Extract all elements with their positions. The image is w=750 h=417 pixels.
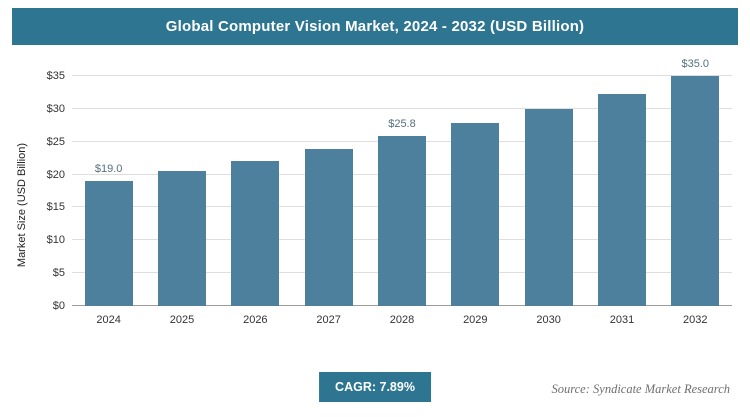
page-title: Global Computer Vision Market, 2024 - 20… [165, 18, 585, 35]
y-tick-label: $20 [46, 168, 65, 181]
x-tick-label: 2032 [683, 314, 708, 326]
chart-inner: Market Size (USD Billion) $0 $5 $10 $15 $20 $… [12, 56, 732, 334]
gridline [72, 75, 732, 76]
x-tick-label: 2030 [536, 314, 561, 326]
bar-2026 [231, 160, 280, 306]
x-tick-label: 2024 [96, 314, 121, 326]
bar-2028: $25.8 [377, 118, 426, 306]
bar-2025 [157, 171, 206, 306]
y-tick-label: $25 [46, 135, 65, 148]
plot-column: $19.0 $25.8 $35.0 2024 2025 2026 2027 2028 2029… [72, 56, 732, 334]
bar-2029 [451, 123, 500, 306]
bar-slot [219, 76, 292, 306]
bars-row: $19.0 $25.8 $35.0 [72, 58, 732, 306]
bar-slot [292, 76, 365, 306]
bar-slot: $25.8 [365, 76, 438, 306]
bar-value-label: $19.0 [94, 163, 123, 176]
bar-slot [585, 76, 658, 306]
source-text: Source: Syndicate Market Research [551, 382, 730, 396]
bar-2032: $35.0 [671, 58, 720, 306]
y-tick-label: $15 [46, 201, 65, 214]
bar-2024: $19.0 [84, 163, 133, 306]
bar-slot: $19.0 [72, 76, 145, 306]
x-axis-labels: 2024 2025 2026 2027 2028 2029 2030 2031 2032 [72, 306, 732, 334]
bar-slot [439, 76, 512, 306]
y-tick-label: $5 [52, 267, 65, 280]
cagr-badge: CAGR: 7.89% [319, 372, 431, 402]
y-axis-title: Market Size (USD Billion) [16, 142, 28, 268]
plot-area: $19.0 $25.8 $35.0 [72, 58, 732, 306]
chart-title-bar: Global Computer Vision Market, 2024 - 20… [12, 8, 738, 45]
bar-slot [512, 76, 585, 306]
bar-2031 [597, 93, 646, 306]
bar-slot [145, 76, 218, 306]
y-tick-label: $0 [52, 300, 65, 312]
y-tick-label: $35 [46, 70, 65, 82]
y-tick-label: $10 [46, 234, 65, 247]
x-tick-label: 2027 [316, 314, 341, 326]
bar-value-label: $35.0 [681, 58, 710, 70]
bar-slot: $35.0 [659, 58, 732, 306]
bar-value-label: $25.8 [388, 118, 416, 131]
gridline [72, 107, 732, 109]
x-tick-label: 2025 [169, 314, 195, 326]
x-tick-label: 2031 [609, 314, 635, 326]
x-tick-label: 2026 [243, 314, 268, 326]
bar-chart: Market Size (USD Billion) $0 $5 $10 $15 $20 $… [12, 56, 732, 334]
bar-2027 [304, 148, 353, 306]
x-tick-label: 2029 [463, 314, 488, 326]
y-axis-title-box: Market Size (USD Billion) [12, 56, 32, 334]
x-tick-label: 2028 [389, 314, 415, 326]
y-tick-label: $30 [46, 102, 65, 115]
bar-2030 [524, 108, 573, 306]
y-axis-ticks: $0 $5 $10 $15 $20 $25 $30 $35 [32, 70, 72, 312]
